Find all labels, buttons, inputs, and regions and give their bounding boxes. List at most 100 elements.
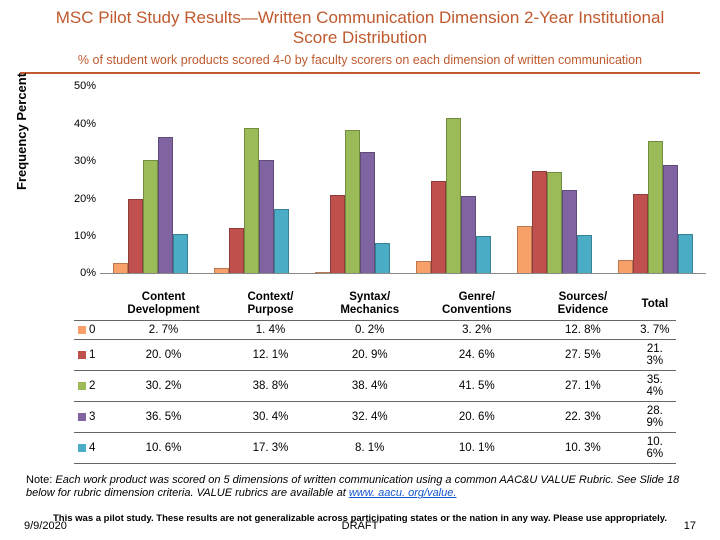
note-prefix: Note:: [26, 474, 55, 486]
table-cell: 38. 8%: [223, 370, 318, 401]
bar: [143, 160, 158, 273]
table-cell: 10. 6%: [104, 432, 223, 463]
table-cell: 22. 3%: [532, 401, 634, 432]
data-table-wrap: Content DevelopmentContext/ PurposeSynta…: [74, 288, 676, 463]
footnote: Note: Each work product was scored on 5 …: [26, 474, 694, 502]
table-cell: 2. 7%: [104, 320, 223, 339]
footer-page: 17: [684, 520, 696, 532]
bar: [678, 234, 693, 274]
y-axis-label: Frequency Percent: [14, 73, 29, 190]
bar: [375, 243, 390, 273]
table-row: 230. 2%38. 8%38. 4%41. 5%27. 1%35. 4%: [74, 370, 676, 401]
footer-date: 9/9/2020: [24, 520, 67, 532]
bar-group: [100, 86, 201, 273]
footer: 9/9/2020 DRAFT 17: [0, 520, 720, 532]
series-label-cell: 1: [74, 339, 104, 370]
series-label-cell: 2: [74, 370, 104, 401]
bar: [532, 171, 547, 274]
y-tick: 30%: [66, 155, 96, 167]
bar: [214, 268, 229, 273]
bar-group: [504, 86, 605, 273]
bar: [416, 261, 431, 273]
legend-swatch: [78, 382, 86, 390]
legend-swatch: [78, 351, 86, 359]
table-row: 120. 0%12. 1%20. 9%24. 6%27. 5%21. 3%: [74, 339, 676, 370]
table-cell: 28. 9%: [634, 401, 676, 432]
bar: [244, 128, 259, 273]
bar: [648, 141, 663, 273]
bar-group: [605, 86, 706, 273]
y-tick: 10%: [66, 230, 96, 242]
bar-group: [302, 86, 403, 273]
note-link[interactable]: www. aacu. org/value.: [349, 487, 457, 499]
table-cell: 1. 4%: [223, 320, 318, 339]
bar: [173, 234, 188, 274]
table-cell: 10. 1%: [421, 432, 532, 463]
table-cell: 36. 5%: [104, 401, 223, 432]
table-header: Content Development: [104, 288, 223, 320]
bar: [360, 152, 375, 273]
chart-area: 0% 10% 20% 30% 40% 50%: [60, 78, 710, 288]
table-cell: 38. 4%: [318, 370, 422, 401]
table-cell: 27. 1%: [532, 370, 634, 401]
series-label-cell: 3: [74, 401, 104, 432]
y-tick: 0%: [66, 267, 96, 279]
table-cell: 10. 3%: [532, 432, 634, 463]
table-cell: 12. 8%: [532, 320, 634, 339]
data-table: Content DevelopmentContext/ PurposeSynta…: [74, 288, 676, 463]
table-cell: 17. 3%: [223, 432, 318, 463]
bar: [128, 199, 143, 274]
bar: [446, 118, 461, 273]
bar: [618, 260, 633, 274]
bar: [158, 137, 173, 274]
table-cell: 27. 5%: [532, 339, 634, 370]
table-cell: 20. 0%: [104, 339, 223, 370]
bar: [315, 272, 330, 273]
bar: [274, 209, 289, 274]
table-cell: 3. 2%: [421, 320, 532, 339]
table-header: Sources/ Evidence: [532, 288, 634, 320]
table-header: Genre/ Conventions: [421, 288, 532, 320]
bar: [229, 228, 244, 273]
chart-plot: 0%10%20%30%40%50%: [100, 86, 706, 274]
table-header: Syntax/ Mechanics: [318, 288, 422, 320]
legend-swatch: [78, 444, 86, 452]
bar: [431, 181, 446, 273]
table-cell: 20. 9%: [318, 339, 422, 370]
bar: [345, 130, 360, 274]
table-cell: 0. 2%: [318, 320, 422, 339]
table-row: 02. 7%1. 4%0. 2%3. 2%12. 8%3. 7%: [74, 320, 676, 339]
table-cell: 24. 6%: [421, 339, 532, 370]
footer-draft: DRAFT: [342, 520, 379, 532]
series-label-cell: 4: [74, 432, 104, 463]
bar: [663, 165, 678, 273]
series-label-cell: 0: [74, 320, 104, 339]
table-header: Total: [634, 288, 676, 320]
bar-group: [201, 86, 302, 273]
table-cell: 3. 7%: [634, 320, 676, 339]
bar: [461, 196, 476, 273]
bar: [547, 172, 562, 273]
table-cell: 8. 1%: [318, 432, 422, 463]
table-cell: 10. 6%: [634, 432, 676, 463]
y-tick: 20%: [66, 193, 96, 205]
table-cell: 32. 4%: [318, 401, 422, 432]
bar: [633, 194, 648, 274]
table-cell: 30. 2%: [104, 370, 223, 401]
bar: [113, 263, 128, 273]
table-cell: 21. 3%: [634, 339, 676, 370]
bar: [562, 190, 577, 273]
table-header: Context/ Purpose: [223, 288, 318, 320]
legend-swatch: [78, 413, 86, 421]
y-tick: 40%: [66, 118, 96, 130]
page-title: MSC Pilot Study Results—Written Communic…: [0, 0, 720, 51]
table-cell: 41. 5%: [421, 370, 532, 401]
bar: [476, 236, 491, 274]
table-row: 336. 5%30. 4%32. 4%20. 6%22. 3%28. 9%: [74, 401, 676, 432]
bar: [517, 226, 532, 274]
table-cell: 20. 6%: [421, 401, 532, 432]
y-tick: 50%: [66, 80, 96, 92]
bar: [259, 160, 274, 274]
bar: [330, 195, 345, 273]
table-cell: 35. 4%: [634, 370, 676, 401]
